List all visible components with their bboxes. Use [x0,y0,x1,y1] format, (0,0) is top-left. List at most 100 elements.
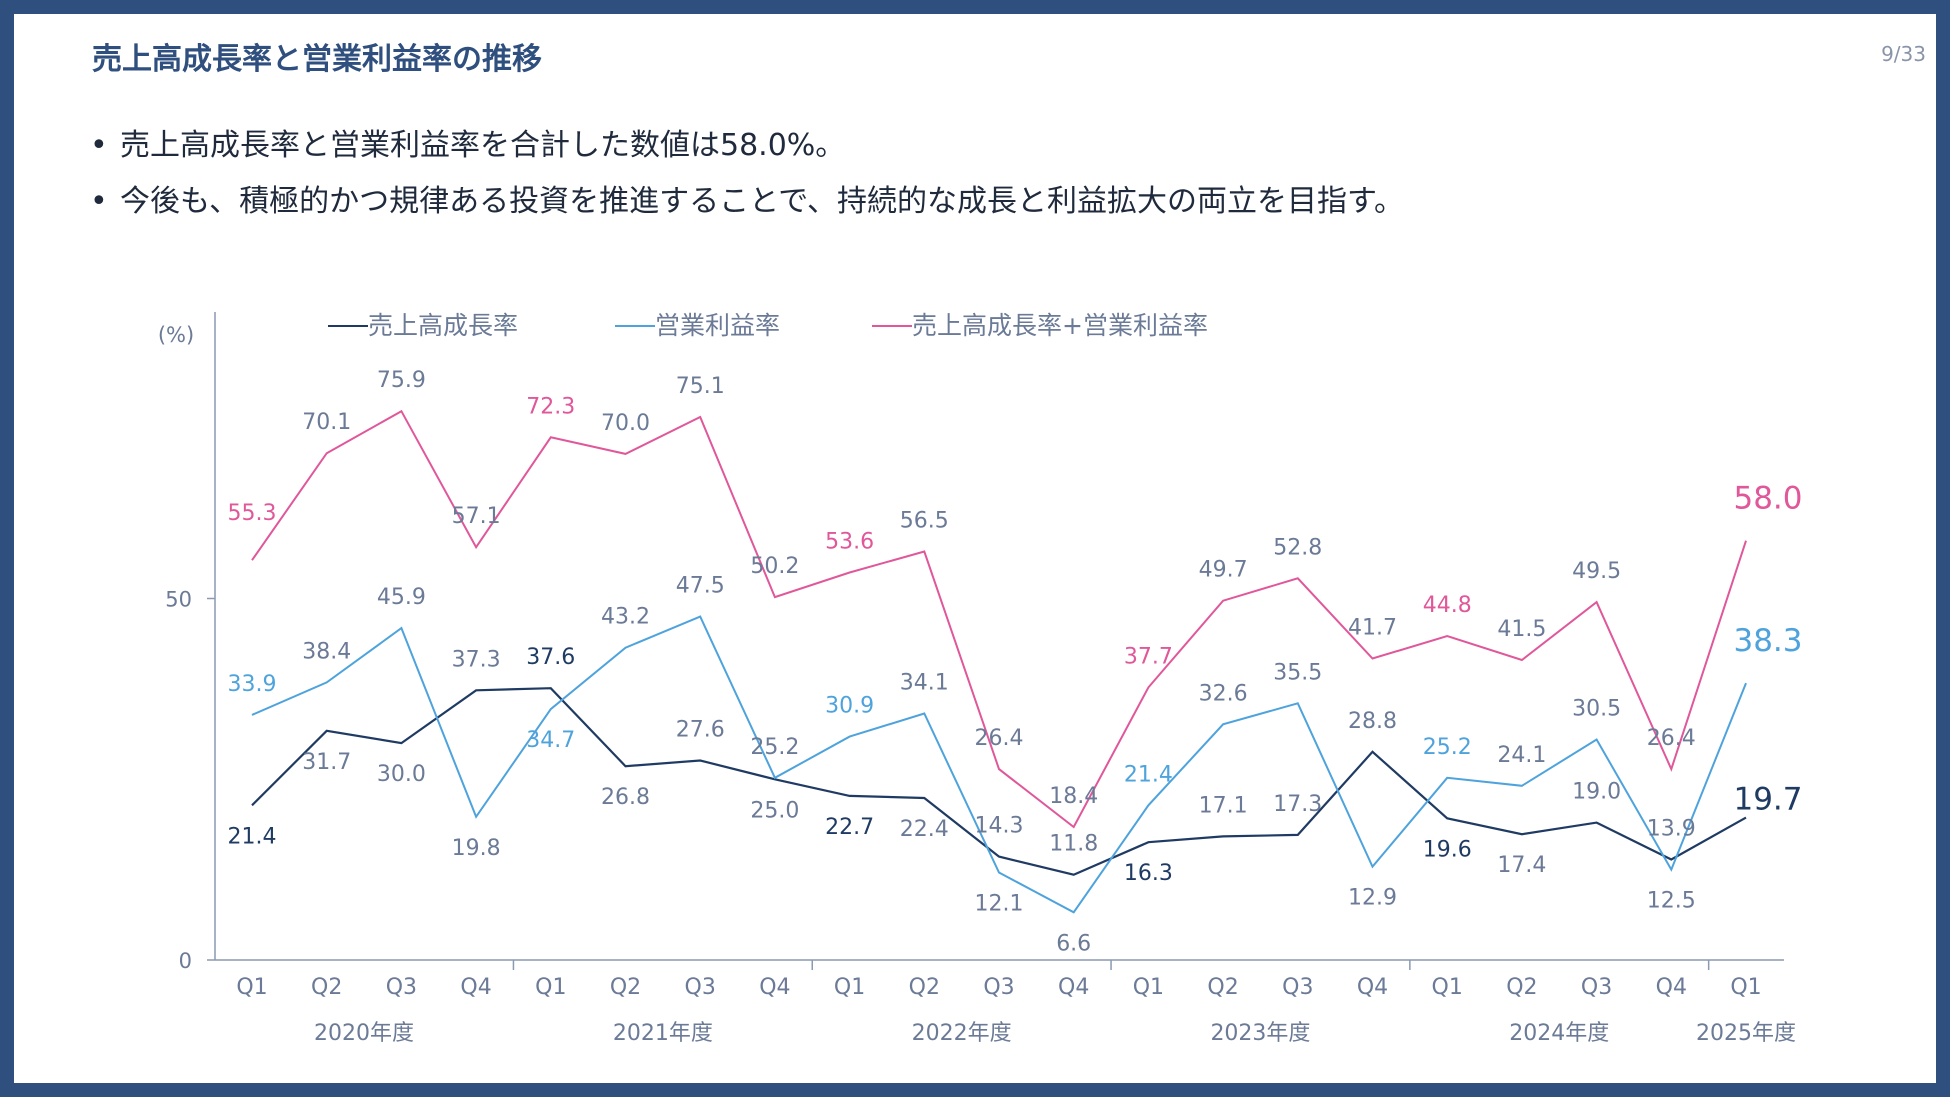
data-label: 24.1 [1497,743,1546,768]
bullet-list: • 売上高成長率と営業利益率を合計した数値は58.0%。 • 今後も、積極的かつ規律… [90,118,1404,230]
data-label: 58.0 [1733,481,1802,517]
data-label: 17.4 [1497,853,1546,878]
x-tick-label: Q2 [1506,975,1537,1000]
x-tick-label: Q3 [1581,975,1612,1000]
data-label: 14.3 [975,814,1024,839]
legend-label: 売上高成長率 [368,311,518,340]
data-label: 26.4 [975,726,1024,751]
data-label: 50.2 [750,554,799,579]
data-label: 41.7 [1348,616,1397,641]
data-label: 34.7 [526,728,575,753]
data-label: 21.4 [228,824,277,849]
x-tick-label: Q1 [834,975,865,1000]
page-number: 9/33 [1881,42,1926,66]
x-year-label: 2020年度 [314,1021,414,1046]
x-tick-label: Q4 [1058,975,1089,1000]
data-label: 33.9 [228,672,277,697]
data-label: 19.0 [1572,780,1621,805]
x-tick-label: Q3 [983,975,1014,1000]
data-label: 53.6 [825,529,874,554]
x-tick-label: Q1 [1730,975,1761,1000]
data-label: 32.6 [1199,681,1248,706]
data-label: 22.7 [825,815,874,840]
x-tick-label: Q1 [535,975,566,1000]
data-label: 12.5 [1647,889,1696,914]
data-label: 12.1 [975,892,1024,917]
data-label: 11.8 [1049,832,1098,857]
series-line [251,615,1747,914]
bullet-text: 売上高成長率と営業利益率を合計した数値は58.0%。 [120,128,846,163]
data-label: 25.2 [750,735,799,760]
bullet-item: • 売上高成長率と営業利益率を合計した数値は58.0%。 [90,118,1404,174]
bullet-item: • 今後も、積極的かつ規律ある投資を推進することで、持続的な成長と利益拡大の両立を… [90,174,1404,230]
x-tick-label: Q1 [1133,975,1164,1000]
x-tick-label: Q2 [909,975,940,1000]
data-label: 26.4 [1647,726,1696,751]
data-label: 38.4 [302,639,351,664]
data-label: 18.4 [1049,784,1098,809]
data-label: 55.3 [228,501,277,526]
data-label: 19.7 [1733,782,1802,818]
data-label: 38.3 [1733,623,1802,659]
data-label: 19.8 [452,836,501,861]
data-label: 30.9 [825,694,874,719]
legend-label: 営業利益率 [655,311,780,340]
data-label: 25.2 [1423,735,1472,760]
x-tick-label: Q3 [1282,975,1313,1000]
x-tick-label: Q3 [685,975,716,1000]
data-label: 17.1 [1199,793,1248,818]
data-label: 37.7 [1124,644,1173,669]
data-label: 34.1 [900,670,949,695]
data-label: 49.5 [1572,559,1621,584]
data-label: 44.8 [1423,593,1472,618]
x-tick-label: Q4 [1357,975,1388,1000]
x-year-label: 2024年度 [1509,1021,1609,1046]
data-label: 30.5 [1572,696,1621,721]
x-year-label: 2021年度 [613,1021,713,1046]
x-tick-label: Q1 [236,975,267,1000]
data-label: 17.3 [1273,792,1322,817]
legend-label: 売上高成長率+営業利益率 [912,311,1208,340]
bullet-marker: • [90,128,108,163]
data-label: 70.1 [302,410,351,435]
data-label: 31.7 [302,750,351,775]
x-year-label: 2023年度 [1210,1021,1310,1046]
x-year-label: 2025年度 [1696,1021,1796,1046]
data-label: 72.3 [526,394,575,419]
series-line [251,687,1747,876]
data-label: 75.9 [377,368,426,393]
x-tick-label: Q2 [1207,975,1238,1000]
bullet-marker: • [90,184,108,219]
data-label: 56.5 [900,509,949,534]
data-label: 12.9 [1348,886,1397,911]
data-label: 21.4 [1124,762,1173,787]
x-year-label: 2022年度 [912,1021,1012,1046]
data-label: 27.6 [676,717,725,742]
data-label: 43.2 [601,605,650,630]
data-label: 41.5 [1497,617,1546,642]
x-tick-label: Q3 [386,975,417,1000]
data-label: 28.8 [1348,709,1397,734]
data-label: 47.5 [676,574,725,599]
y-tick-label: 50 [165,588,192,612]
data-label: 49.7 [1199,558,1248,583]
data-label: 25.0 [750,798,799,823]
series-line [251,409,1747,829]
data-label: 6.6 [1056,931,1091,956]
data-label: 30.0 [377,762,426,787]
bullet-text: 今後も、積極的かつ規律ある投資を推進することで、持続的な成長と利益拡大の両立を目… [120,184,1404,219]
data-label: 13.9 [1647,817,1696,842]
slide-title: 売上高成長率と営業利益率の推移 [92,42,542,77]
x-tick-label: Q4 [759,975,790,1000]
data-label: 22.4 [900,817,949,842]
y-unit-label: (%) [158,323,194,347]
x-tick-label: Q4 [1656,975,1687,1000]
data-label: 26.8 [601,785,650,810]
x-tick-label: Q1 [1432,975,1463,1000]
data-label: 52.8 [1273,535,1322,560]
data-label: 45.9 [377,585,426,610]
data-label: 35.5 [1273,660,1322,685]
y-tick-label: 0 [179,949,192,973]
